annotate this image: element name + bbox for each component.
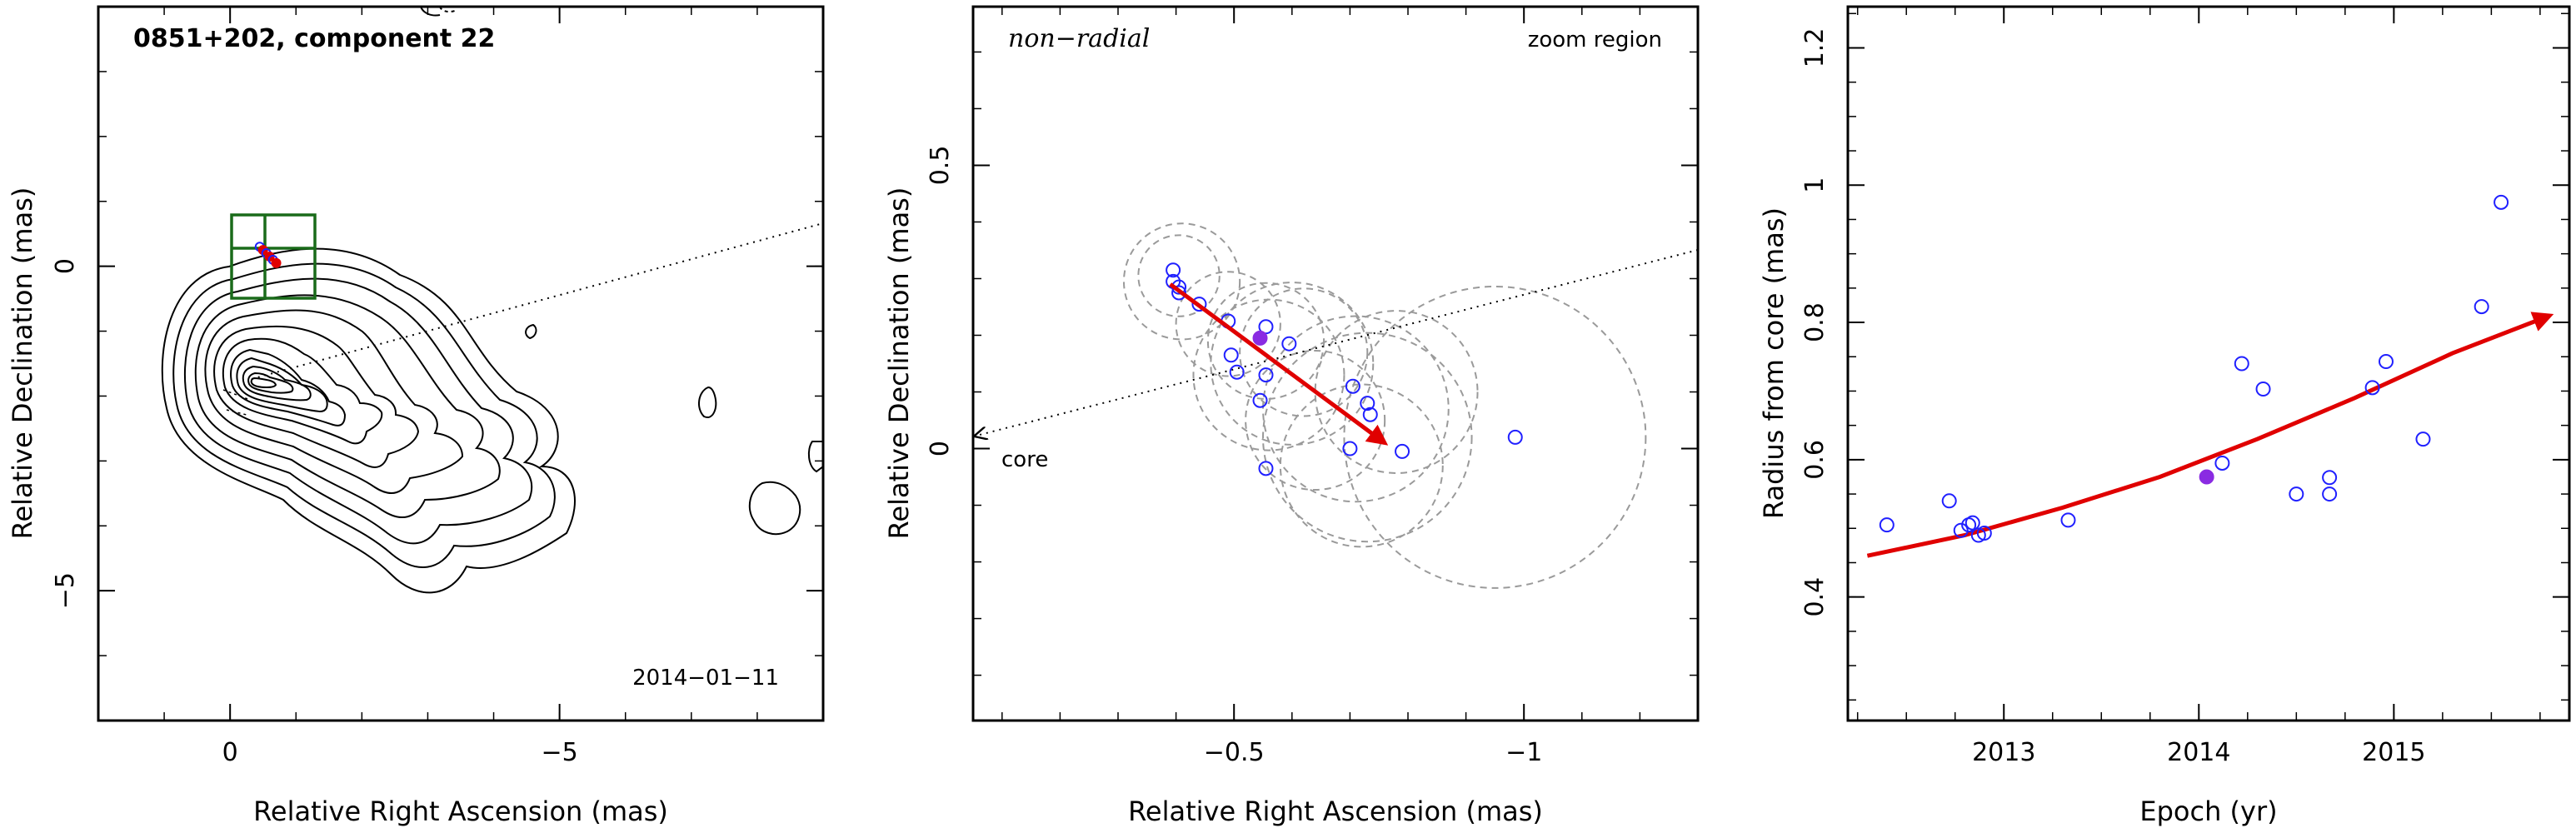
error-circle <box>1137 234 1221 317</box>
y-tick-label: 0.5 <box>926 146 955 186</box>
position-point <box>1362 407 1378 422</box>
position-point <box>1258 367 1274 383</box>
position-point <box>1223 347 1239 363</box>
x-tick-label: −1 <box>1505 738 1542 767</box>
jet-direction-line <box>251 222 824 380</box>
y-axis-title: Radius from core (mas) <box>1758 207 1790 519</box>
y-tick-label: 0.4 <box>1800 577 1830 617</box>
position-point <box>1395 443 1410 459</box>
radius-point <box>2214 455 2230 471</box>
position-point <box>1281 336 1297 352</box>
error-circle <box>1122 222 1241 341</box>
component-points <box>254 242 282 268</box>
radius-vs-epoch-panel: 2013 2014 2015 0.4 0.6 0.8 1 1.2 Epoch (yr) Rad… <box>1758 5 2571 827</box>
axis-ticks: −0.5 −1 0 0.5 <box>926 7 1699 767</box>
error-circle <box>1239 287 1369 417</box>
position-point <box>1252 392 1268 408</box>
position-points <box>1166 262 1523 476</box>
x-tick-label: 2013 <box>1972 738 2035 767</box>
radius-point <box>2378 354 2394 370</box>
trend-curve <box>1866 312 2554 558</box>
plot-frame <box>971 5 1700 722</box>
position-point <box>1258 461 1274 476</box>
plot-frame <box>97 5 825 722</box>
position-point <box>1171 285 1187 301</box>
radius-point <box>2060 512 2076 528</box>
radius-point <box>1879 517 1895 533</box>
x-tick-label: −5 <box>542 738 578 767</box>
y-tick-label: 0.8 <box>1800 302 1830 342</box>
radius-point <box>1953 522 1969 538</box>
y-axis-title: Relative Declination (mas) <box>7 187 38 540</box>
x-axis-title: Epoch (yr) <box>2139 796 2277 827</box>
radius-point <box>2494 194 2509 210</box>
position-point <box>1345 378 1360 394</box>
epoch-label: 2014−01−11 <box>632 666 779 691</box>
core-direction-line <box>976 249 1699 436</box>
zoom-panel: −0.5 −1 0 0.5 non−radial zoom region core R… <box>883 5 1700 827</box>
radius-point <box>1964 515 1980 531</box>
radius-point <box>2255 381 2271 397</box>
y-tick-label: 0.6 <box>1800 440 1830 480</box>
x-tick-label: −0.5 <box>1204 738 1265 767</box>
position-point <box>1229 364 1245 380</box>
error-circles <box>1122 222 1647 589</box>
current-epoch-point <box>1252 330 1268 346</box>
radius-points <box>1879 194 2509 543</box>
contour-lines <box>161 6 824 594</box>
x-axis-title: Relative Right Ascension (mas) <box>1128 796 1543 827</box>
error-circle <box>1210 282 1375 446</box>
error-circle <box>1175 271 1281 377</box>
radius-point <box>2234 356 2249 372</box>
error-circle <box>1343 285 1647 589</box>
radius-point <box>1976 526 1992 541</box>
y-tick-label: 1.2 <box>1800 28 1830 68</box>
position-point <box>1507 429 1523 445</box>
zoom-region-label: zoom region <box>1528 27 1662 52</box>
position-point <box>1342 441 1358 456</box>
error-circle <box>1206 282 1325 400</box>
motion-vector-arrow <box>1169 282 1389 446</box>
y-axis-title: Relative Declination (mas) <box>883 187 915 540</box>
y-tick-label: 0 <box>926 441 955 456</box>
axis-ticks: 0 −5 0 −5 <box>51 6 824 767</box>
current-epoch-point <box>2199 469 2214 485</box>
x-tick-label: 2014 <box>2167 738 2230 767</box>
component-point <box>271 257 282 268</box>
plot-frame <box>1846 5 2571 722</box>
axis-ticks: 2013 2014 2015 0.4 0.6 0.8 1 1.2 <box>1800 7 2569 767</box>
y-tick-label: 1 <box>1800 177 1830 193</box>
position-point <box>1191 297 1207 312</box>
error-circle <box>1262 332 1473 543</box>
radius-point <box>2322 486 2338 502</box>
position-point <box>1360 396 1375 412</box>
core-label: core <box>1001 447 1048 472</box>
x-tick-label: 0 <box>222 738 238 767</box>
y-tick-label: 0 <box>51 258 80 274</box>
motion-type-label: non−radial <box>1008 24 1150 53</box>
error-circle <box>1245 349 1386 491</box>
x-tick-label: 2015 <box>2362 738 2425 767</box>
radius-point <box>1941 493 1957 509</box>
contour-panel: 0 −5 0 −5 <box>7 5 825 827</box>
panel1-title: 0851+202, component 22 <box>133 24 495 53</box>
y-tick-label: −5 <box>51 572 80 609</box>
radius-point <box>2322 470 2338 486</box>
error-circle <box>1279 383 1444 548</box>
x-axis-title: Relative Right Ascension (mas) <box>253 796 668 827</box>
radius-point <box>2364 380 2380 396</box>
error-circle <box>1314 310 1479 474</box>
error-circle <box>1262 315 1450 503</box>
radius-point <box>2289 486 2304 502</box>
radius-point <box>2415 431 2431 447</box>
radius-point <box>2474 299 2489 315</box>
position-point <box>1166 262 1181 278</box>
